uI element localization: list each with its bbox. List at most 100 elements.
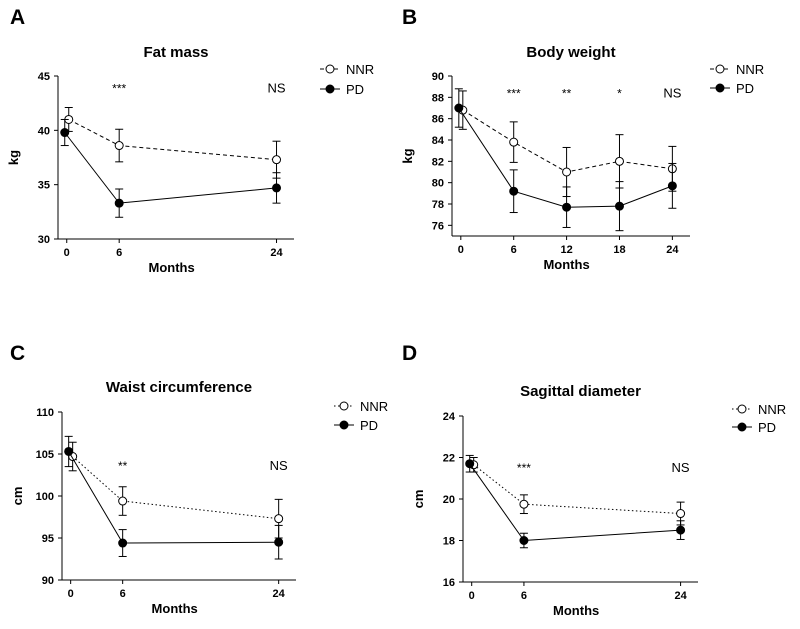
data-point — [519, 499, 529, 509]
data-point — [114, 198, 124, 208]
series-pd — [60, 118, 282, 218]
legend-label: NNR — [758, 402, 786, 417]
data-point — [614, 156, 624, 166]
data-point — [274, 537, 284, 547]
significance-label: NS — [270, 458, 288, 473]
x-tick-label: 24 — [273, 588, 286, 600]
legend-marker — [715, 83, 725, 93]
y-axis-label: cm — [10, 487, 25, 506]
legend: NNR PD — [732, 402, 786, 435]
x-tick-label: 6 — [120, 588, 126, 600]
series-line — [473, 464, 681, 515]
x-tick-label: 6 — [116, 247, 122, 259]
series-line — [469, 463, 681, 542]
series-pd — [465, 454, 686, 549]
chart-panel-a: A Fat mass 30 35 40 45 0 6 24 Months kg *** NS NNR PD — [6, 6, 374, 275]
legend-marker — [325, 84, 335, 94]
data-point — [454, 103, 464, 113]
series-line — [72, 456, 279, 520]
series-line — [64, 132, 277, 204]
y-tick-label: 30 — [38, 234, 50, 246]
panel-letter: A — [10, 6, 25, 29]
chart-panel-d: D Sagittal diameter 16 18 20 22 24 0 6 24 Months cm… — [402, 342, 786, 618]
panel-letter: C — [10, 342, 25, 365]
y-tick-label: 95 — [42, 533, 54, 545]
y-axis-label: cm — [411, 490, 426, 509]
y-tick-label: 24 — [443, 411, 456, 423]
legend-item-nnr: NNR — [320, 62, 374, 77]
significance-label: ** — [118, 459, 128, 473]
y-tick-label: 20 — [443, 494, 455, 506]
legend-item-pd: PD — [732, 420, 776, 435]
data-point — [272, 155, 282, 165]
legend-marker — [715, 64, 725, 74]
series-pd — [64, 435, 284, 560]
series-nnr — [458, 90, 677, 198]
chart-title: Body weight — [526, 44, 615, 61]
y-axis-label: kg — [400, 148, 415, 163]
legend-label: PD — [758, 420, 776, 435]
series-line — [458, 107, 673, 208]
series-nnr — [469, 457, 686, 526]
x-tick-label: 0 — [64, 247, 70, 259]
legend-marker — [325, 64, 335, 74]
significance-label: *** — [517, 461, 531, 475]
series-nnr — [64, 107, 282, 179]
significance-label: *** — [112, 81, 126, 95]
legend-marker — [737, 404, 747, 414]
chart-title: Waist circumference — [106, 379, 252, 396]
y-tick-label: 80 — [432, 178, 444, 190]
legend-label: PD — [736, 81, 754, 96]
legend: NNR PD — [320, 62, 374, 97]
legend-item-pd: PD — [334, 418, 378, 433]
legend-marker — [339, 420, 349, 430]
significance-label: * — [617, 86, 622, 100]
x-tick-label: 0 — [68, 588, 74, 600]
significance-label: NS — [663, 85, 681, 100]
significance-label: *** — [507, 86, 521, 100]
y-tick-label: 76 — [432, 220, 444, 232]
y-tick-label: 45 — [38, 71, 50, 83]
series-line — [68, 119, 277, 161]
x-tick-label: 0 — [469, 590, 475, 602]
series-nnr — [68, 441, 284, 539]
y-tick-label: 90 — [432, 71, 444, 83]
data-point — [60, 128, 70, 138]
x-axis-label: Months — [152, 601, 198, 616]
legend-item-pd: PD — [320, 82, 364, 97]
x-tick-label: 6 — [521, 590, 527, 602]
data-point — [274, 514, 284, 524]
legend-item-nnr: NNR — [710, 62, 764, 77]
x-tick-label: 24 — [666, 244, 679, 256]
significance-label: ** — [562, 86, 572, 100]
data-point — [676, 525, 686, 535]
legend-label: NNR — [736, 62, 764, 77]
data-point — [614, 201, 624, 211]
y-tick-label: 110 — [36, 407, 54, 419]
panel-letter: D — [402, 342, 417, 365]
legend-item-nnr: NNR — [334, 399, 388, 414]
legend-label: NNR — [360, 399, 388, 414]
y-tick-label: 86 — [432, 114, 444, 126]
legend: NNR PD — [334, 399, 388, 433]
x-axis-label: Months — [553, 603, 599, 618]
y-tick-label: 18 — [443, 536, 455, 548]
y-tick-label: 40 — [38, 125, 50, 137]
data-point — [272, 183, 282, 193]
legend-label: PD — [360, 418, 378, 433]
data-point — [562, 167, 572, 177]
legend-marker — [737, 422, 747, 432]
x-axis-label: Months — [149, 260, 195, 275]
y-tick-label: 82 — [432, 156, 444, 168]
y-axis-label: kg — [6, 150, 21, 165]
legend-label: NNR — [346, 62, 374, 77]
significance-label: NS — [672, 460, 690, 475]
x-tick-label: 6 — [511, 244, 517, 256]
y-tick-label: 88 — [432, 92, 444, 104]
data-point — [118, 496, 128, 506]
x-tick-label: 0 — [458, 244, 464, 256]
series-line — [68, 451, 279, 544]
x-tick-label: 24 — [270, 247, 283, 259]
data-point — [465, 459, 475, 469]
